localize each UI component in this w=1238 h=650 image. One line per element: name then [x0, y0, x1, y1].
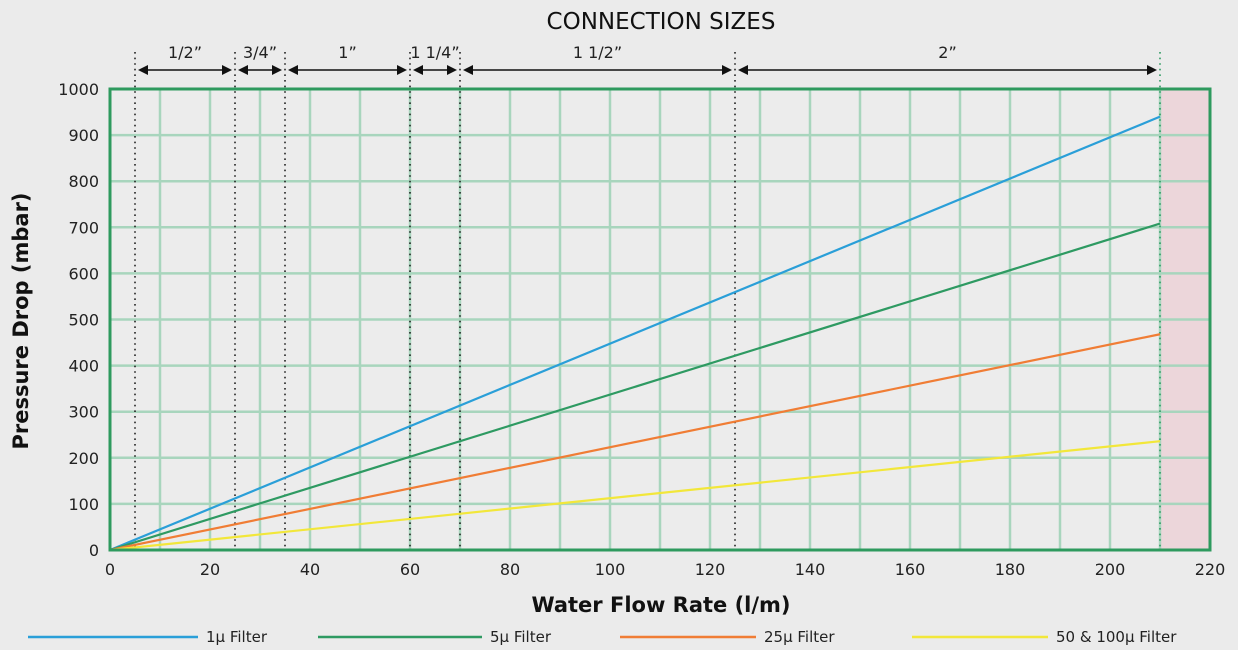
series-lines — [109, 115, 1161, 552]
arrow-left-icon — [738, 65, 748, 75]
connection-size-label: 3/4” — [243, 43, 277, 62]
y-tick-label: 900 — [68, 126, 99, 145]
connection-size-label: 1/2” — [168, 43, 202, 62]
x-tick-label: 80 — [500, 560, 520, 579]
y-tick-label: 400 — [68, 357, 99, 376]
arrow-left-icon — [138, 65, 148, 75]
arrow-right-icon — [397, 65, 407, 75]
x-tick-label: 180 — [995, 560, 1026, 579]
y-tick-label: 100 — [68, 495, 99, 514]
connection-size-label: 1 1/4” — [410, 43, 459, 62]
x-tick-label: 0 — [105, 560, 115, 579]
x-tick-label: 140 — [795, 560, 826, 579]
y-tick-label: 800 — [68, 172, 99, 191]
arrow-right-icon — [222, 65, 232, 75]
arrow-left-icon — [413, 65, 423, 75]
x-axis-title: Water Flow Rate (l/m) — [531, 593, 790, 617]
series-line — [109, 333, 1161, 552]
y-tick-label: 500 — [68, 311, 99, 330]
legend-label: 1μ Filter — [206, 628, 268, 646]
chart-title: CONNECTION SIZES — [547, 9, 776, 35]
connection-size-label: 2” — [938, 43, 956, 62]
x-tick-label: 220 — [1195, 560, 1226, 579]
arrow-right-icon — [447, 65, 457, 75]
y-tick-label: 700 — [68, 218, 99, 237]
legend-label: 5μ Filter — [490, 628, 552, 646]
plot-frame — [108, 87, 1212, 552]
arrow-right-icon — [1147, 65, 1157, 75]
series-line — [109, 440, 1161, 552]
x-tick-label: 100 — [595, 560, 626, 579]
x-tick-label: 200 — [1095, 560, 1126, 579]
y-tick-label: 200 — [68, 449, 99, 468]
legend-label: 25μ Filter — [764, 628, 835, 646]
legend: 1μ Filter 5μ Filter 25μ Filter 50 & 100μ Fi… — [28, 628, 1177, 646]
y-tick-label: 600 — [68, 264, 99, 283]
arrow-left-icon — [238, 65, 248, 75]
y-tick-label: 0 — [89, 541, 99, 560]
y-axis-title: Pressure Drop (mbar) — [9, 192, 33, 449]
series-line — [109, 222, 1161, 552]
x-tick-label: 160 — [895, 560, 926, 579]
plot-border — [108, 87, 1212, 552]
tick-labels: 0 20 40 60 80 100 120 140 160 180 200 220 0 100 200 300… — [58, 80, 1225, 579]
x-tick-label: 20 — [200, 560, 220, 579]
arrow-left-icon — [463, 65, 473, 75]
connection-size-label: 1” — [338, 43, 356, 62]
legend-label: 50 & 100μ Filter — [1056, 628, 1177, 646]
arrow-left-icon — [288, 65, 298, 75]
connection-size-label: 1 1/2” — [573, 43, 622, 62]
series-line — [109, 115, 1161, 552]
arrow-right-icon — [722, 65, 732, 75]
x-tick-label: 120 — [695, 560, 726, 579]
y-tick-label: 1000 — [58, 80, 99, 99]
x-tick-label: 40 — [300, 560, 320, 579]
arrow-right-icon — [272, 65, 282, 75]
y-tick-label: 300 — [68, 403, 99, 422]
connection-size-markers: 1/2” 3/4” 1” 1 1/4” 1 1/2” 2” — [134, 43, 1161, 550]
x-tick-label: 60 — [400, 560, 420, 579]
